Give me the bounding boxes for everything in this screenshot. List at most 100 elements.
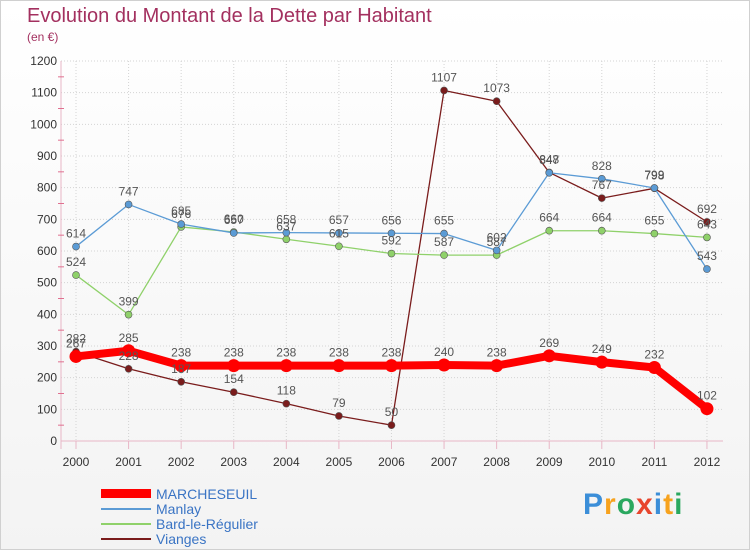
x-tick-label: 2001: [115, 455, 142, 469]
data-label: 524: [66, 255, 86, 269]
y-tick-label: 800: [37, 181, 57, 195]
series-layer: [69, 86, 714, 429]
data-point: [597, 175, 606, 183]
data-point: [332, 359, 346, 373]
data-point: [440, 229, 448, 238]
y-tick-label: 0: [50, 434, 57, 448]
unit-label: (en €): [27, 30, 59, 44]
data-label: 685: [171, 204, 191, 218]
data-label: 656: [381, 213, 401, 227]
data-point: [703, 233, 711, 242]
data-label: 587: [487, 235, 507, 249]
data-point: [387, 229, 396, 238]
data-point: [282, 228, 291, 237]
data-label: 658: [276, 213, 296, 227]
data-point: [387, 249, 396, 258]
data-point: [545, 226, 554, 235]
data-label: 747: [119, 184, 139, 198]
data-label: 249: [592, 342, 612, 356]
legend-swatch: [101, 538, 151, 540]
data-label: 79: [332, 396, 346, 410]
data-label: 676: [171, 207, 191, 221]
data-label: 267: [66, 336, 86, 350]
legend-swatch: [101, 508, 151, 510]
x-tick-label: 2004: [273, 455, 300, 469]
data-point: [440, 251, 448, 259]
data-label: 543: [697, 249, 717, 263]
x-tick-label: 2010: [588, 455, 615, 469]
data-label: 1107: [431, 70, 457, 84]
x-axis-ticks: 2000 2001 2002 2003 2004 2005 2006 2007 2008 2009…: [63, 455, 721, 469]
y-tick-label: 400: [37, 307, 57, 321]
data-point: [124, 310, 133, 319]
data-label: 602: [487, 230, 507, 244]
x-tick-label: 2003: [220, 455, 247, 469]
data-point: [335, 412, 343, 420]
data-label: 799: [644, 168, 664, 182]
data-label: 232: [644, 348, 664, 362]
x-tick-label: 2012: [694, 455, 721, 469]
data-point: [545, 168, 554, 177]
data-label: 269: [539, 336, 559, 350]
data-point: [595, 355, 609, 369]
data-label: 847: [539, 153, 559, 167]
data-label: 664: [592, 211, 612, 225]
legend-label: Manlay: [156, 501, 202, 517]
data-point: [124, 364, 133, 373]
data-point: [647, 361, 661, 375]
data-point: [492, 97, 501, 106]
data-label: 238: [224, 346, 244, 360]
y-tick-label: 1100: [31, 86, 57, 100]
data-point: [700, 402, 714, 416]
y-tick-label: 300: [37, 339, 57, 353]
legend-swatch: [101, 489, 151, 498]
y-axis-ticks: 0 100 200 300 400 500 600 700 800 900 1000 1100 1200: [30, 54, 57, 448]
data-label: 238: [487, 346, 507, 360]
data-point: [335, 242, 343, 251]
data-point: [492, 246, 501, 255]
x-tick-label: 2008: [483, 455, 510, 469]
data-point: [597, 226, 606, 235]
data-labels-layer: 282 228 187 154 118 79 50 1107 1073 848 767 798 692 5…: [66, 70, 717, 419]
legend-label: Vianges: [156, 531, 207, 547]
data-label: 587: [434, 235, 454, 249]
logo-letter: t: [663, 488, 675, 521]
data-point: [122, 344, 136, 358]
chart-title: Evolution du Montant de la Dette par Hab…: [27, 5, 432, 27]
data-label: 657: [224, 213, 244, 227]
data-label: 848: [539, 152, 559, 166]
data-point: [597, 194, 606, 202]
data-point: [174, 359, 188, 373]
data-label: 285: [119, 331, 139, 345]
data-point: [650, 229, 659, 238]
legend-swatch: [101, 523, 151, 525]
y-tick-label: 100: [37, 402, 57, 416]
y-tick-label: 900: [37, 149, 57, 163]
data-label: 655: [434, 214, 454, 228]
x-tick-label: 2005: [326, 455, 353, 469]
data-point: [124, 200, 133, 209]
data-point: [69, 349, 83, 363]
logo-letter: x: [636, 488, 654, 521]
data-point: [703, 218, 711, 226]
logo-letter: i: [674, 488, 684, 521]
data-label: 102: [697, 389, 717, 403]
data-point: [282, 399, 291, 408]
data-label: 238: [276, 346, 296, 360]
data-label: 238: [171, 346, 191, 360]
data-label: 228: [119, 349, 139, 363]
data-label: 664: [539, 211, 559, 225]
data-label: 615: [329, 226, 349, 240]
data-point: [440, 86, 448, 95]
data-label: 399: [119, 295, 139, 309]
data-label: 660: [224, 212, 244, 226]
data-point: [490, 359, 504, 373]
data-label: 614: [66, 227, 86, 241]
data-label: 657: [329, 213, 349, 227]
proxiti-logo[interactable]: Proxiti: [583, 487, 683, 523]
data-label: 692: [697, 202, 717, 216]
legend-label: Bard-le-Régulier: [156, 516, 258, 532]
data-point: [437, 358, 451, 372]
